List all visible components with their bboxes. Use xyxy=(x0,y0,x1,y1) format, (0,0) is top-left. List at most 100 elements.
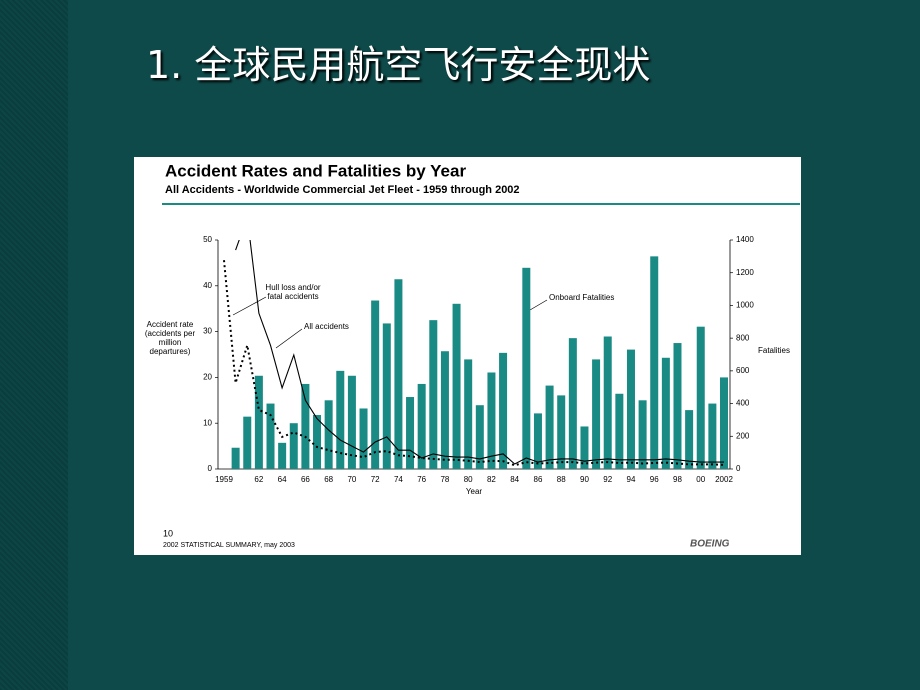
bar xyxy=(301,383,310,469)
x-axis-title: Year xyxy=(466,487,483,496)
bar xyxy=(394,279,403,469)
y-tick-label: 50 xyxy=(203,235,212,244)
decor-strip xyxy=(0,0,68,690)
line xyxy=(223,260,725,467)
bar xyxy=(382,323,391,469)
bar xyxy=(347,375,356,469)
leader-line xyxy=(232,296,267,316)
bar xyxy=(592,359,601,469)
bar xyxy=(696,326,705,469)
bar xyxy=(452,303,461,469)
bar xyxy=(254,375,263,469)
chart-panel xyxy=(134,157,801,555)
x-tick-label: 76 xyxy=(417,475,426,484)
bar xyxy=(417,383,426,469)
x-tick-label: 96 xyxy=(650,475,659,484)
bar xyxy=(626,349,635,469)
leader-line xyxy=(275,328,303,349)
y2-tick-label: 1400 xyxy=(736,235,754,244)
bar xyxy=(708,403,717,469)
bar xyxy=(231,447,240,469)
y-tick-label: 40 xyxy=(203,281,212,290)
bar xyxy=(313,415,322,469)
y2-tick-label: 800 xyxy=(736,333,750,342)
annotation: Hull loss and/or fatal accidents xyxy=(265,283,321,301)
bar xyxy=(673,343,682,469)
x-tick-label: 84 xyxy=(510,475,519,484)
x-tick-label: 2002 xyxy=(715,475,733,484)
page-number: 10 xyxy=(163,528,173,538)
x-tick-label: 1959 xyxy=(215,475,233,484)
y-tick-label: 20 xyxy=(203,373,212,382)
x-tick-label: 62 xyxy=(254,475,263,484)
bar xyxy=(638,400,647,469)
bar xyxy=(557,395,566,469)
bar xyxy=(324,400,333,469)
bar xyxy=(475,405,484,469)
bar xyxy=(720,377,728,469)
plot-area xyxy=(223,240,728,469)
y-tick-label: 10 xyxy=(203,418,212,427)
x-tick-label: 74 xyxy=(394,475,403,484)
leader-line xyxy=(529,299,548,311)
y-axis-title: Accident rate (accidents per million dep… xyxy=(144,320,196,356)
y-tick-label: 0 xyxy=(208,464,213,473)
bar xyxy=(499,352,508,469)
bar xyxy=(440,351,449,469)
bar xyxy=(289,423,298,469)
bar xyxy=(359,408,368,469)
y2-tick-label: 200 xyxy=(736,431,750,440)
slide-title: 1. 全球民用航空飞行安全现状 xyxy=(146,43,651,87)
bar xyxy=(278,442,287,469)
x-tick-label: 80 xyxy=(464,475,473,484)
annotation-box: Hull loss and/or fatal accidents xyxy=(265,283,321,301)
y2-tick-label: 1000 xyxy=(736,301,754,310)
y2-axis-title: Fatalities xyxy=(758,346,790,355)
chart-title: Accident Rates and Fatalities by Year xyxy=(165,161,466,180)
bar xyxy=(406,397,415,469)
x-tick-label: 98 xyxy=(673,475,682,484)
y-axis-title-box: Accident rate (accidents per million dep… xyxy=(144,320,196,356)
bar xyxy=(429,320,438,469)
annotation: All accidents xyxy=(304,322,349,331)
x-tick-label: 92 xyxy=(603,475,612,484)
x-tick-label: 68 xyxy=(324,475,333,484)
bar xyxy=(568,338,577,469)
x-tick-label: 00 xyxy=(696,475,705,484)
x-tick-label: 88 xyxy=(557,475,566,484)
bar xyxy=(243,416,252,469)
bar xyxy=(650,256,659,469)
x-tick-label: 66 xyxy=(301,475,310,484)
bar xyxy=(580,426,589,469)
bar xyxy=(533,413,542,469)
line xyxy=(235,240,724,465)
bar xyxy=(371,300,380,469)
x-tick-label: 72 xyxy=(371,475,380,484)
x-tick-label: 94 xyxy=(627,475,636,484)
logo: BOEING xyxy=(690,539,730,550)
x-tick-label: 64 xyxy=(278,475,287,484)
bar xyxy=(545,385,554,469)
x-tick-label: 90 xyxy=(580,475,589,484)
bar xyxy=(615,393,624,469)
x-tick-label: 78 xyxy=(440,475,449,484)
bar xyxy=(266,403,275,469)
y2-tick-label: 400 xyxy=(736,399,750,408)
bar xyxy=(336,370,345,469)
x-tick-label: 70 xyxy=(347,475,356,484)
bar xyxy=(522,267,531,469)
bar xyxy=(685,410,694,469)
y2-tick-label: 1200 xyxy=(736,268,754,277)
x-tick-label: 82 xyxy=(487,475,496,484)
bar xyxy=(464,359,473,469)
bar xyxy=(603,336,612,469)
bar xyxy=(487,372,496,469)
annotation: Onboard Fatalities xyxy=(549,293,614,302)
x-tick-label: 86 xyxy=(534,475,543,484)
y-tick-label: 30 xyxy=(203,327,212,336)
source-note: 2002 STATISTICAL SUMMARY, may 2003 xyxy=(163,542,295,549)
bar xyxy=(661,357,670,469)
y2-tick-label: 600 xyxy=(736,366,750,375)
chart-subtitle: All Accidents - Worldwide Commercial Jet… xyxy=(165,184,520,196)
